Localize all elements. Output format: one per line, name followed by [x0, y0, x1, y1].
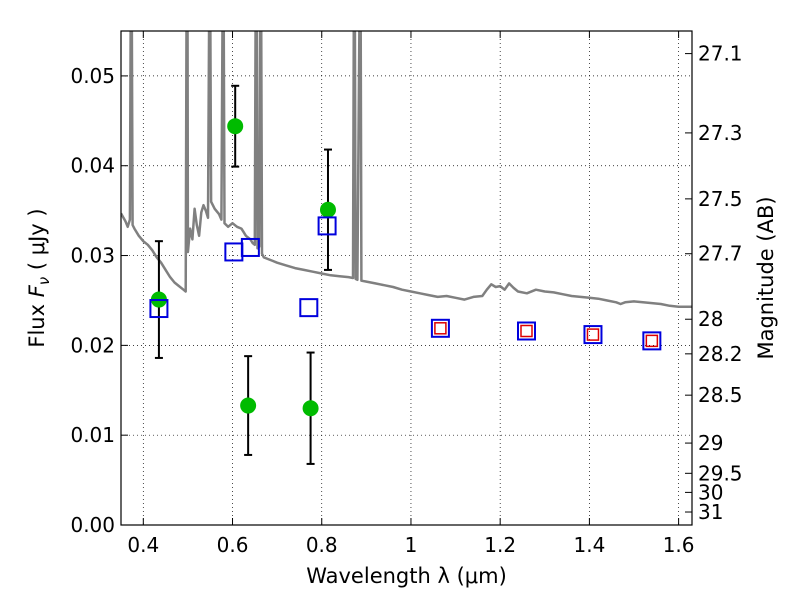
x-tick-label: 1.2: [484, 533, 516, 557]
y-tick-label: 0.04: [70, 154, 115, 178]
model-square: [149, 299, 169, 319]
right-tick-label: 29: [698, 431, 723, 455]
x-tick-label: 0.8: [306, 533, 338, 557]
model-square: [299, 298, 319, 318]
right-tick-label: 28.5: [698, 383, 743, 407]
model-square: [583, 325, 603, 345]
y-axis-label-suffix: ( μJy ): [25, 208, 49, 276]
right-tick-label: 29.5: [698, 461, 743, 485]
right-tick-label: 28.2: [698, 342, 743, 366]
model-square: [240, 237, 260, 257]
axes-layer: 0.4 0.6 0.8 1 1.2 1.4 1.6 0.00 0.01 0.02 0.03 0.04 0…: [70, 31, 743, 557]
right-tick-label: 27.3: [698, 121, 743, 145]
x-tick-label: 1.4: [573, 533, 605, 557]
data-marks-layer: [149, 84, 662, 465]
y-tick-label: 0.00: [70, 513, 115, 537]
y-tick-label: 0.03: [70, 244, 115, 268]
right-tick-label: 27.7: [698, 242, 743, 266]
y-axis-label-prefix: Flux: [25, 297, 49, 347]
y-axis-label-subscript: ν: [35, 277, 53, 285]
model-square: [642, 331, 662, 351]
right-axis-label: Magnitude (AB): [754, 196, 778, 359]
observed-point: [319, 201, 336, 218]
observed-point: [302, 400, 319, 417]
right-tick-label: 31: [698, 500, 723, 524]
model-square: [224, 242, 244, 262]
x-tick-label: 0.6: [217, 533, 249, 557]
x-tick-label: 0.4: [127, 533, 159, 557]
y-tick-label: 0.05: [70, 64, 115, 88]
x-axis-label: Wavelength λ (μm): [306, 564, 507, 588]
model-square: [430, 318, 450, 338]
model-square: [317, 216, 337, 236]
right-tick-label: 30: [698, 480, 723, 504]
model-spectrum-layer: [121, 31, 692, 308]
right-tick-label: 28: [698, 307, 723, 331]
observed-point: [227, 118, 244, 135]
model-square-inner: [586, 328, 600, 341]
model-square-inner: [520, 324, 533, 338]
observed-point: [240, 397, 257, 414]
model-square-inner: [645, 334, 659, 348]
y-tick-label: 0.01: [70, 423, 115, 447]
plot-frame: [120, 30, 693, 526]
x-tick-label: 1: [405, 533, 418, 557]
x-tick-label: 1.6: [663, 533, 695, 557]
grid-lines: [121, 31, 692, 526]
y-tick-label: 0.02: [70, 333, 115, 357]
y-axis-label: Flux Fν ( μJy ): [25, 208, 53, 347]
right-tick-label: 27.1: [698, 42, 743, 66]
model-spectrum-line: [121, 31, 692, 308]
model-square: [516, 321, 536, 341]
model-square-inner: [434, 322, 447, 335]
right-tick-label: 27.5: [698, 187, 743, 211]
y-axis-label-symbol: F: [25, 284, 49, 297]
